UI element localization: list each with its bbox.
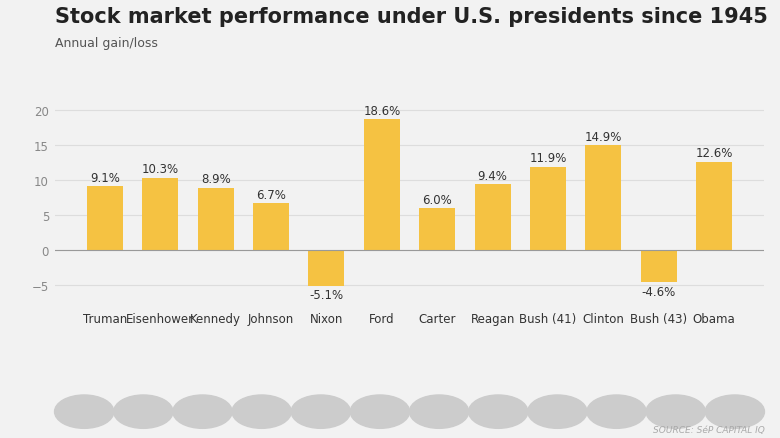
Text: 11.9%: 11.9% [530, 152, 566, 165]
Text: 18.6%: 18.6% [363, 105, 400, 118]
Text: Stock market performance under U.S. presidents since 1945: Stock market performance under U.S. pres… [55, 7, 768, 27]
Text: 8.9%: 8.9% [200, 173, 231, 186]
Text: 12.6%: 12.6% [696, 147, 733, 160]
Bar [87, 187, 123, 251]
Bar [696, 162, 732, 251]
Bar [253, 204, 289, 251]
Text: Annual gain/loss: Annual gain/loss [55, 37, 158, 50]
Text: 14.9%: 14.9% [585, 131, 622, 144]
Bar [142, 178, 179, 251]
Bar [363, 120, 400, 251]
Text: 9.4%: 9.4% [477, 169, 508, 182]
Text: -4.6%: -4.6% [642, 285, 676, 298]
Text: -5.1%: -5.1% [310, 289, 343, 302]
Text: 6.0%: 6.0% [422, 193, 452, 206]
Text: 6.7%: 6.7% [256, 188, 286, 201]
Bar [419, 208, 456, 251]
Bar [474, 185, 511, 251]
Bar [308, 251, 345, 286]
Bar [197, 188, 234, 251]
Bar [585, 146, 622, 251]
Text: SOURCE: SéP CAPITAL IQ: SOURCE: SéP CAPITAL IQ [653, 424, 764, 434]
Text: 9.1%: 9.1% [90, 171, 120, 184]
Bar [530, 167, 566, 251]
Bar [640, 251, 677, 283]
Text: 10.3%: 10.3% [142, 163, 179, 176]
